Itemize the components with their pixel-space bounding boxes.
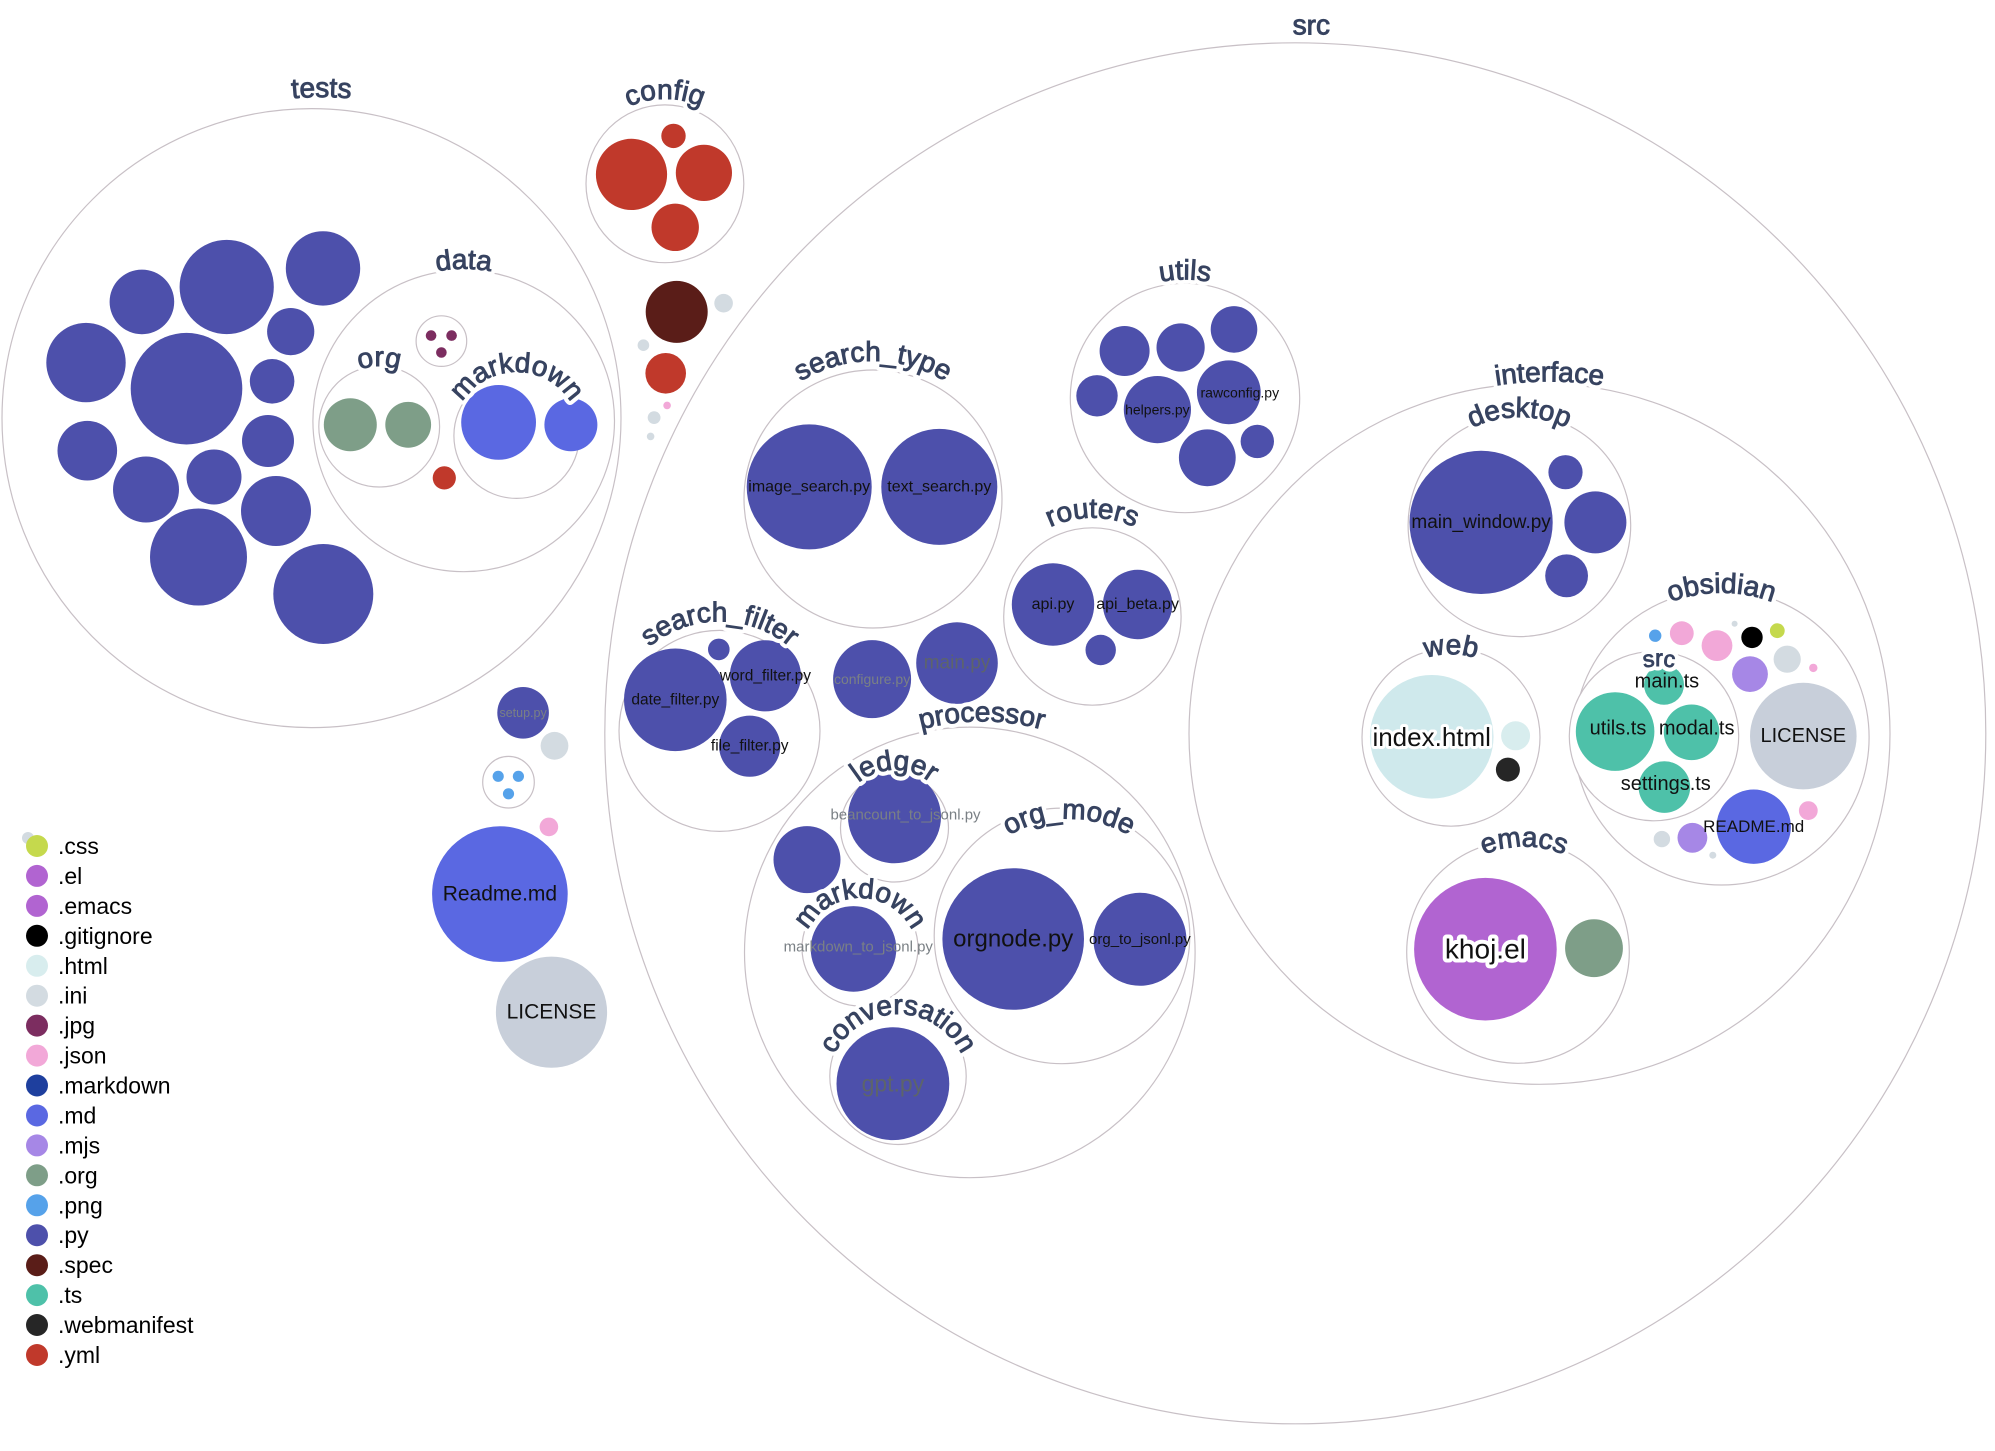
- svg-text:main.py: main.py: [924, 653, 991, 674]
- svg-text:.png: .png: [58, 1192, 103, 1218]
- svg-text:processor: processor: [915, 696, 1048, 735]
- svg-text:modal.ts: modal.ts: [1659, 718, 1735, 740]
- svg-text:LICENSE: LICENSE: [1761, 725, 1847, 747]
- svg-text:org_to_jsonl.py: org_to_jsonl.py: [1089, 931, 1191, 948]
- svg-text:.gitignore: .gitignore: [58, 923, 153, 949]
- svg-text:tests: tests: [290, 72, 353, 104]
- svg-text:api.py: api.py: [1032, 596, 1075, 613]
- svg-text:helpers.py: helpers.py: [1125, 402, 1190, 418]
- svg-text:text_search.py: text_search.py: [887, 478, 991, 495]
- svg-text:.spec: .spec: [58, 1252, 113, 1278]
- svg-text:.html: .html: [58, 953, 108, 979]
- svg-text:utils.ts: utils.ts: [1590, 718, 1647, 740]
- svg-text:utils: utils: [1157, 254, 1214, 287]
- svg-text:.py: .py: [58, 1222, 89, 1248]
- svg-text:README.md: README.md: [1703, 817, 1804, 836]
- svg-text:orgnode.py: orgnode.py: [953, 926, 1073, 953]
- svg-text:settings.ts: settings.ts: [1621, 773, 1711, 795]
- svg-text:src: src: [1292, 9, 1330, 40]
- svg-text:image_search.py: image_search.py: [748, 478, 870, 495]
- svg-text:src: src: [1641, 645, 1677, 672]
- svg-text:.css: .css: [58, 833, 99, 859]
- svg-text:Readme.md: Readme.md: [443, 883, 557, 906]
- svg-text:web: web: [1420, 629, 1482, 664]
- svg-text:.el: .el: [58, 863, 82, 889]
- svg-text:.yml: .yml: [58, 1342, 100, 1368]
- svg-text:main_window.py: main_window.py: [1411, 512, 1551, 533]
- svg-text:interface: interface: [1493, 356, 1607, 391]
- svg-text:index.html: index.html: [1372, 722, 1491, 752]
- svg-text:rawconfig.py: rawconfig.py: [1201, 384, 1280, 400]
- svg-text:.org: .org: [58, 1162, 98, 1188]
- svg-text:org: org: [354, 341, 404, 375]
- svg-text:.md: .md: [58, 1103, 96, 1129]
- svg-text:.emacs: .emacs: [58, 893, 132, 919]
- svg-text:gpt.py: gpt.py: [862, 1071, 925, 1097]
- svg-text:word_filter.py: word_filter.py: [719, 667, 812, 684]
- svg-text:markdown_to_jsonl.py: markdown_to_jsonl.py: [784, 938, 934, 955]
- svg-text:khoj.el: khoj.el: [1445, 934, 1526, 965]
- svg-text:setup.py: setup.py: [499, 706, 547, 720]
- svg-text:.ini: .ini: [58, 983, 87, 1009]
- svg-text:configure.py: configure.py: [834, 671, 910, 687]
- svg-text:tests: tests: [290, 72, 353, 104]
- svg-text:main.ts: main.ts: [1635, 671, 1699, 693]
- svg-text:.ts: .ts: [58, 1282, 82, 1308]
- svg-text:date_filter.py: date_filter.py: [631, 691, 719, 708]
- svg-text:file_filter.py: file_filter.py: [711, 738, 789, 755]
- svg-text:.jpg: .jpg: [58, 1013, 95, 1039]
- svg-text:utils: utils: [1157, 254, 1214, 287]
- svg-text:LICENSE: LICENSE: [507, 1001, 597, 1024]
- svg-text:src: src: [1292, 9, 1330, 40]
- svg-text:.webmanifest: .webmanifest: [58, 1312, 194, 1338]
- svg-text:.json: .json: [58, 1043, 107, 1069]
- svg-text:data: data: [433, 244, 494, 277]
- svg-text:api_beta.py: api_beta.py: [1096, 596, 1179, 613]
- svg-text:data: data: [433, 244, 494, 277]
- svg-text:.mjs: .mjs: [58, 1132, 100, 1158]
- svg-text:.markdown: .markdown: [58, 1073, 170, 1099]
- svg-text:beancount_to_jsonl.py: beancount_to_jsonl.py: [830, 806, 981, 823]
